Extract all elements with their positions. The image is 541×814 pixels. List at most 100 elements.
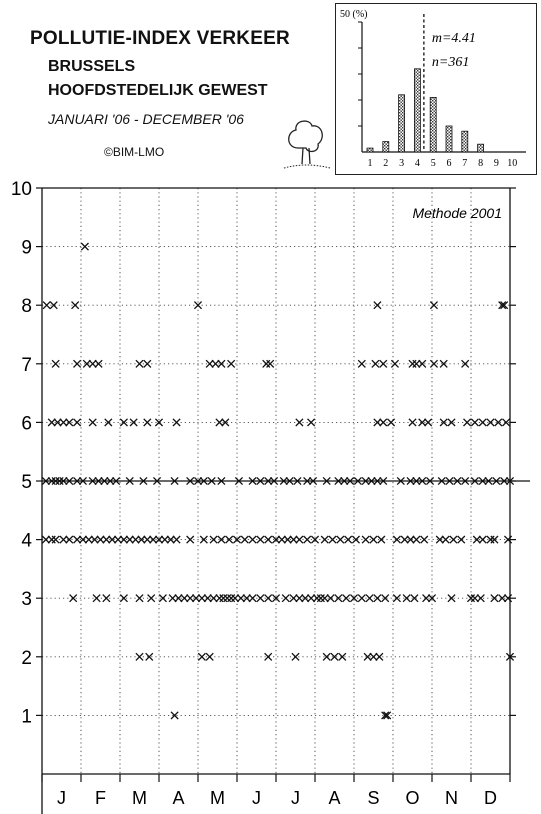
data-point — [371, 359, 380, 368]
period-label: JANUARI '06 - DECEMBER '06 — [48, 111, 244, 127]
data-point — [264, 652, 273, 661]
data-point — [102, 535, 111, 544]
data-point — [166, 535, 175, 544]
y-tick-label: 1 — [21, 706, 32, 727]
data-point — [152, 476, 162, 486]
data-point — [316, 594, 325, 603]
data-point — [503, 535, 513, 544]
data-point — [418, 359, 427, 368]
data-point — [408, 418, 417, 427]
data-point — [494, 418, 503, 427]
data-point — [160, 535, 169, 544]
data-point — [303, 476, 312, 486]
data-point — [461, 476, 470, 486]
data-point — [248, 535, 257, 544]
data-point — [357, 594, 366, 603]
data-point — [342, 594, 351, 603]
data-point — [180, 594, 189, 603]
data-point — [232, 535, 242, 544]
data-point — [334, 476, 343, 486]
y-tick-label: 5 — [21, 472, 32, 493]
data-point — [386, 418, 396, 427]
data-point — [119, 594, 128, 603]
data-point — [264, 594, 273, 603]
data-point — [379, 418, 388, 427]
data-point — [41, 535, 50, 544]
data-point — [65, 476, 74, 486]
x-tick-label: J — [252, 788, 261, 808]
data-point — [447, 594, 456, 603]
data-point — [412, 359, 421, 368]
data-point — [125, 476, 134, 486]
inset-x-tick-label: 7 — [462, 158, 467, 169]
data-point — [119, 418, 128, 427]
region-line-2: HOOFDSTEDELIJK GEWEST — [48, 82, 268, 99]
data-point — [500, 476, 509, 486]
x-tick-label: N — [445, 788, 458, 808]
x-tick-label: A — [328, 788, 340, 808]
data-point — [215, 594, 224, 603]
data-point — [51, 535, 60, 544]
data-point — [42, 301, 51, 310]
data-point — [256, 535, 265, 544]
inset-bar — [445, 125, 453, 153]
data-point — [361, 535, 370, 544]
data-point — [271, 535, 281, 544]
data-point — [412, 535, 421, 544]
data-point — [295, 535, 304, 544]
data-point — [94, 359, 103, 368]
y-tick-label: 9 — [21, 238, 32, 259]
data-point — [106, 476, 115, 486]
data-point — [149, 535, 158, 544]
data-point — [168, 594, 177, 603]
data-point — [264, 535, 273, 544]
data-point — [470, 594, 479, 603]
data-point — [217, 359, 226, 368]
data-point — [486, 418, 495, 427]
data-point — [503, 594, 513, 603]
data-point — [125, 535, 134, 544]
tree-icon — [283, 120, 331, 169]
data-point — [307, 594, 316, 603]
data-point — [209, 535, 218, 544]
data-point — [453, 476, 462, 486]
report-header: POLLUTIE-INDEX VERKEER BRUSSELS HOOFDSTE… — [0, 0, 541, 180]
data-point — [154, 535, 164, 544]
x-tick-label: F — [95, 788, 106, 808]
pollution-index-scatter-chart: 1 2 3 4 5 6 7 8 9 10 J F M A M J J A S O N D Methode 2001 — [11, 180, 530, 814]
inset-x-tick-label: 6 — [447, 158, 452, 169]
data-point — [291, 652, 300, 661]
data-point — [256, 476, 265, 486]
data-point — [427, 594, 437, 603]
data-point — [334, 594, 343, 603]
data-point — [73, 359, 82, 368]
data-point — [170, 476, 179, 486]
data-point — [449, 535, 458, 544]
data-point — [381, 594, 390, 603]
data-point — [490, 535, 499, 544]
data-point — [498, 301, 507, 310]
inset-bar — [414, 68, 421, 153]
data-point — [139, 476, 148, 486]
data-point — [326, 594, 335, 603]
inset-bar — [461, 130, 469, 153]
data-point — [230, 594, 240, 603]
data-point — [248, 594, 257, 603]
data-point — [108, 535, 117, 544]
inset-bar — [366, 147, 374, 153]
data-point — [396, 476, 405, 486]
data-point — [505, 652, 515, 661]
data-point — [217, 535, 226, 544]
data-point — [308, 476, 318, 486]
data-point — [69, 594, 78, 603]
data-point — [307, 418, 316, 427]
data-point — [400, 535, 409, 544]
data-point — [143, 359, 152, 368]
data-point — [59, 418, 68, 427]
data-point — [420, 535, 429, 544]
data-point — [197, 652, 206, 661]
data-point — [143, 418, 152, 427]
data-point — [472, 535, 481, 544]
data-point — [490, 594, 499, 603]
data-point — [193, 301, 203, 310]
